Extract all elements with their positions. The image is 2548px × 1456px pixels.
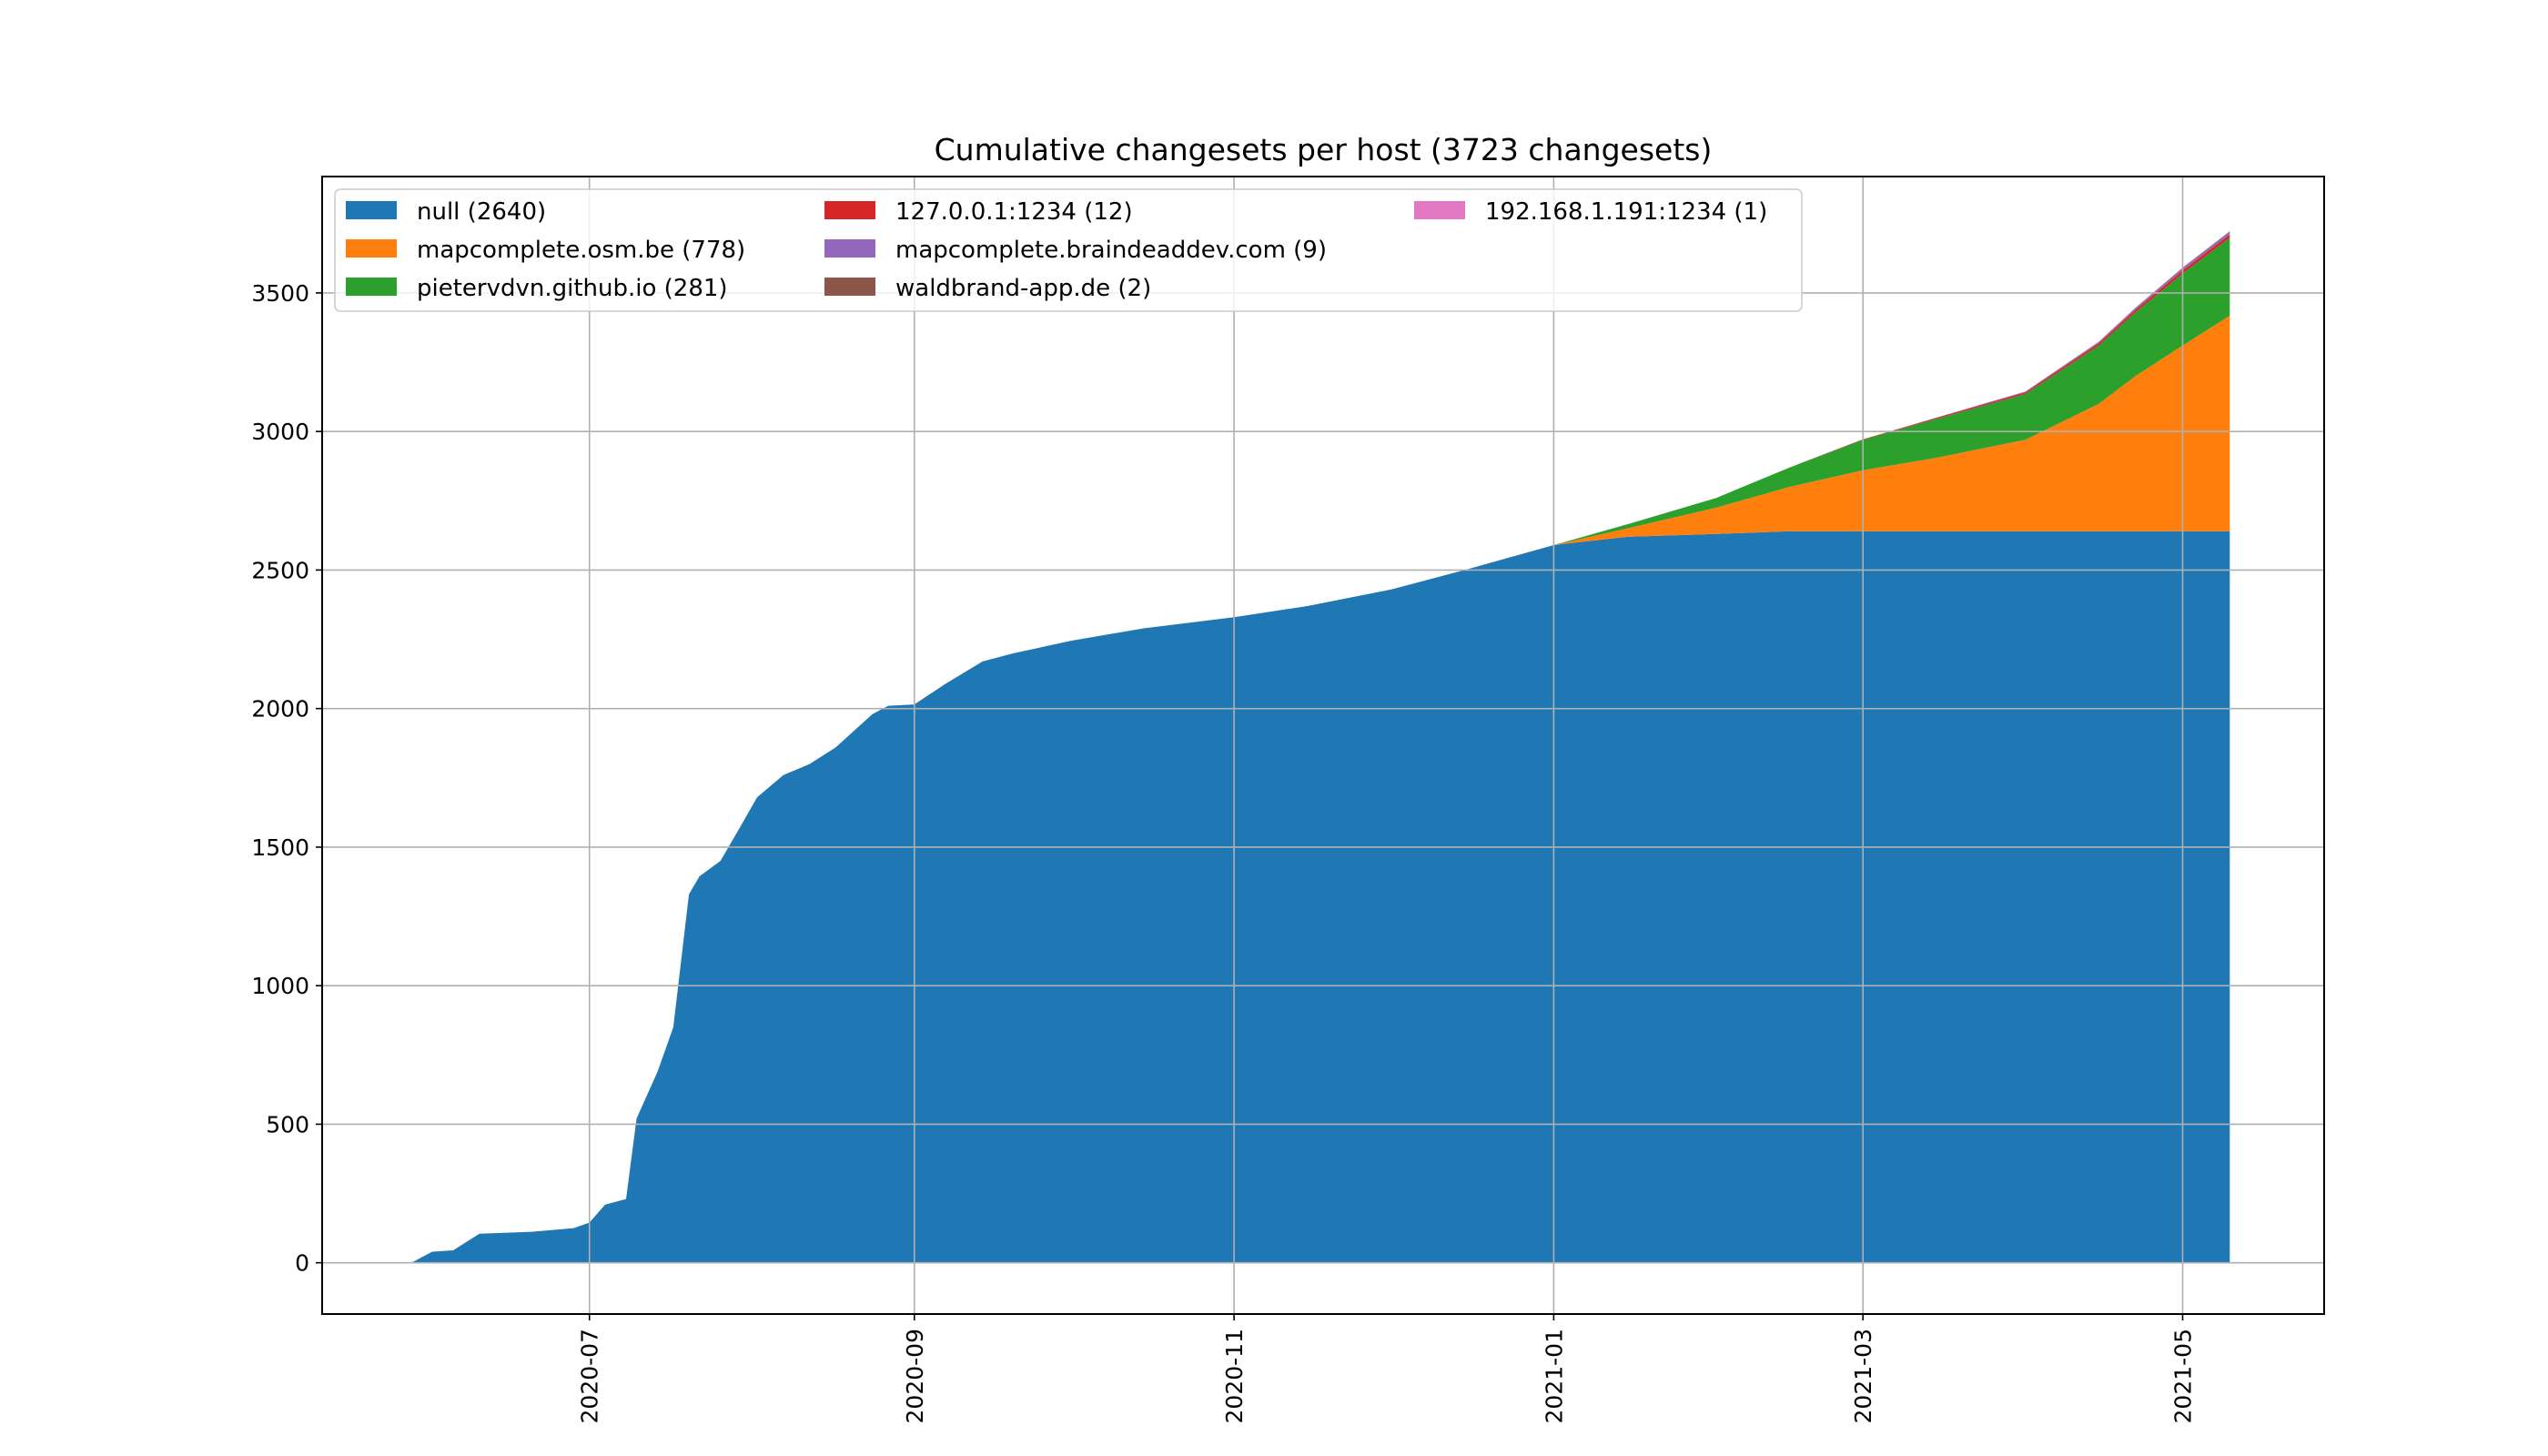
x-tick-label: 2021-05 <box>2170 1329 2197 1423</box>
legend-swatch-3 <box>824 201 875 219</box>
y-tick-label: 1000 <box>251 973 309 999</box>
legend-swatch-1 <box>346 239 397 258</box>
legend-label-2: pietervdvn.github.io (281) <box>417 275 728 302</box>
legend-box <box>334 188 1803 312</box>
y-tick-label: 3000 <box>251 419 309 445</box>
legend-label-4: mapcomplete.braindeaddev.com (9) <box>895 237 1327 264</box>
axes-frame <box>321 176 2325 1315</box>
x-tick-label: 2021-03 <box>1850 1329 1876 1423</box>
x-tick-label: 2020-09 <box>902 1329 928 1423</box>
legend-swatch-6 <box>1414 201 1465 219</box>
y-tick-label: 2500 <box>251 557 309 583</box>
legend-label-6: 192.168.1.191:1234 (1) <box>1485 198 1767 226</box>
x-tick-label: 2020-11 <box>1221 1329 1248 1423</box>
legend-label-3: 127.0.0.1:1234 (12) <box>895 198 1133 226</box>
plot-area <box>322 177 2324 1314</box>
area-series-group <box>410 231 2230 1263</box>
legend-swatch-0 <box>346 201 397 219</box>
legend-swatch-5 <box>824 278 875 296</box>
legend: null (2640) mapcomplete.osm.be (778) piete… <box>334 188 1803 312</box>
x-axis: 2020-07 2020-09 2020-11 2021-01 2021-03 2021-… <box>577 1314 2197 1423</box>
legend-label-0: null (2640) <box>417 198 546 226</box>
y-axis: 0 500 1000 1500 2000 2500 3000 3500 <box>251 280 322 1277</box>
x-tick-label: 2020-07 <box>577 1329 603 1423</box>
y-tick-label: 1500 <box>251 834 309 861</box>
legend-label-5: waldbrand-app.de (2) <box>895 275 1151 302</box>
y-tick-label: 2000 <box>251 696 309 723</box>
legend-swatch-4 <box>824 239 875 258</box>
y-tick-label: 0 <box>295 1250 309 1277</box>
grid-lines <box>322 177 2324 1314</box>
y-tick-label: 500 <box>266 1111 309 1138</box>
chart-title: Cumulative changesets per host (3723 cha… <box>935 132 1713 167</box>
y-tick-label: 3500 <box>251 280 309 307</box>
x-tick-label: 2021-01 <box>1541 1329 1567 1423</box>
legend-swatch-2 <box>346 278 397 296</box>
area-series-0 <box>410 531 2230 1263</box>
legend-label-1: mapcomplete.osm.be (778) <box>417 237 745 264</box>
